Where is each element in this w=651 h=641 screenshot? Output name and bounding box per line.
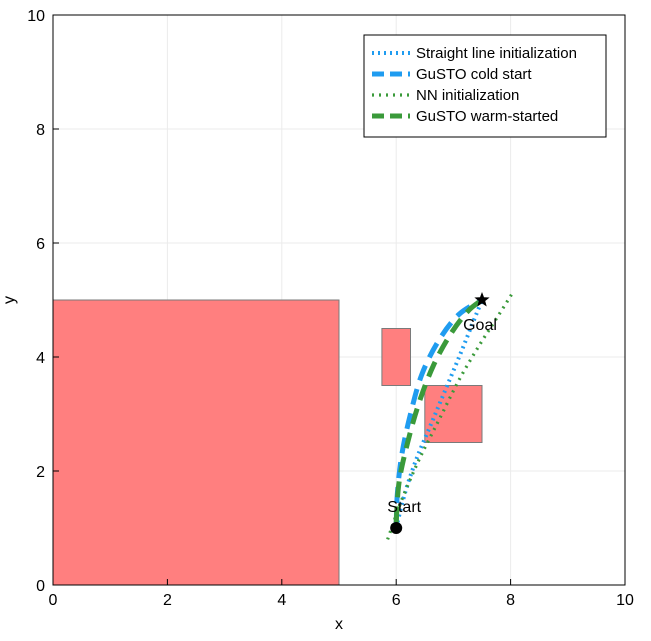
x-tick-label: 6 xyxy=(392,592,401,609)
legend-box xyxy=(363,34,607,138)
y-tick-label: 10 xyxy=(27,8,45,25)
legend-label-3: NN initialization xyxy=(416,87,519,104)
x-tick-label: 10 xyxy=(616,592,634,609)
x-tick-label: 2 xyxy=(163,592,172,609)
y-tick-label: 0 xyxy=(36,578,45,595)
legend-label-1: Straight line initialization xyxy=(416,45,577,62)
obstacles xyxy=(52,299,483,586)
goal-marker xyxy=(474,292,490,307)
y-tick-label: 8 xyxy=(36,122,45,139)
start-label: Start xyxy=(387,499,421,516)
y-tick-label: 6 xyxy=(36,236,45,253)
y-tick-label: 4 xyxy=(36,350,45,367)
legend-label-4: GuSTO warm-started xyxy=(416,108,558,125)
x-tick-label: 0 xyxy=(49,592,58,609)
obstacle xyxy=(381,328,411,386)
legend: Straight line initialization GuSTO cold s… xyxy=(363,34,607,138)
start-marker xyxy=(390,522,403,534)
y-tick-label: 2 xyxy=(36,464,45,481)
axis-ticks: 0 2 4 6 8 10 0 2 4 6 8 10 xyxy=(27,8,634,609)
plot-frame xyxy=(52,14,626,586)
legend-label-2: GuSTO cold start xyxy=(416,66,532,83)
obstacle xyxy=(52,299,340,586)
x-tick-label: 4 xyxy=(277,592,286,609)
series-lines xyxy=(386,290,515,540)
markers: Start Goal xyxy=(387,292,497,534)
goal-label: Goal xyxy=(463,317,497,334)
series-line-1 xyxy=(394,299,484,529)
y-axis-label: y xyxy=(1,296,18,304)
x-axis-label: x xyxy=(335,616,343,633)
x-tick-label: 8 xyxy=(506,592,515,609)
